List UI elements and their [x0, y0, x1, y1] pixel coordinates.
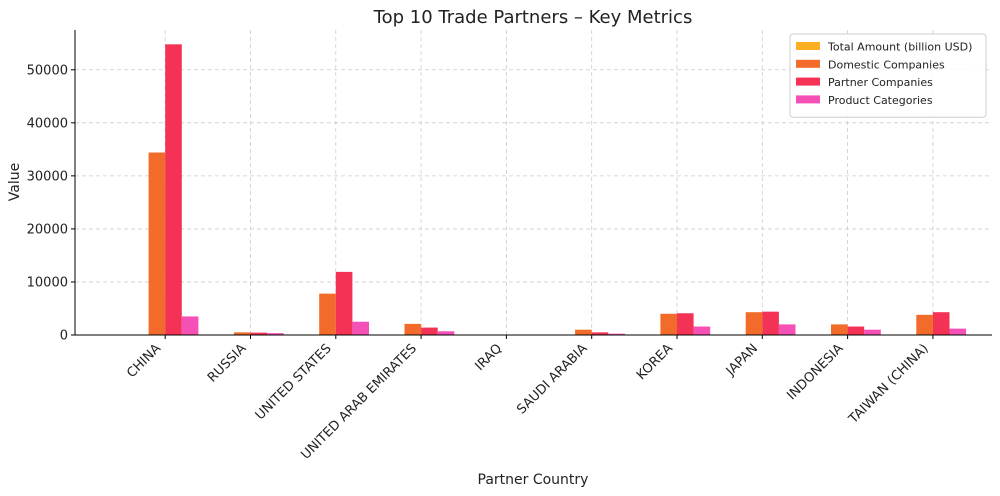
x-tick-label: CHINA: [124, 341, 164, 381]
bar: [250, 332, 268, 335]
x-tick-label: UNITED STATES: [253, 341, 335, 423]
bar: [148, 152, 166, 335]
y-tick-label: 50000: [27, 63, 68, 78]
bar: [932, 312, 950, 335]
legend-box: [789, 33, 987, 118]
y-axis-label: Value: [7, 163, 23, 201]
legend-swatch: [796, 42, 820, 50]
x-tick-label: JAPAN: [723, 341, 761, 379]
bar: [762, 311, 779, 335]
legend: Total Amount (billion USD) Domestic Compa…: [789, 33, 987, 118]
bar: [949, 328, 967, 335]
x-tick-label: IRAQ: [473, 341, 506, 374]
legend-label: Domestic Companies: [828, 58, 945, 71]
bar: [165, 44, 182, 335]
bar: [267, 333, 284, 335]
bar: [660, 313, 677, 335]
bar: [745, 312, 763, 335]
bar: [352, 321, 369, 335]
y-ticks: 0 10000 20000 30000 40000 50000: [27, 63, 75, 344]
bar: [916, 314, 933, 335]
x-axis-label: Partner Country: [478, 472, 589, 488]
legend-swatch: [796, 59, 820, 68]
bars: [132, 44, 967, 335]
legend-label: Partner Companies: [828, 76, 933, 89]
axes: [74, 30, 992, 336]
bar: [421, 327, 438, 335]
bar: [233, 332, 251, 335]
legend-swatch: [796, 95, 820, 104]
bar: [677, 313, 694, 335]
bar: [864, 329, 881, 335]
bar: [608, 333, 625, 335]
bar: [404, 323, 422, 335]
legend-swatch: [796, 77, 820, 86]
chart-title: Top 10 Trade Partners – Key Metrics: [373, 7, 693, 28]
legend-label: Product Categories: [828, 94, 933, 107]
y-tick-label: 0: [60, 329, 68, 344]
x-tick-label: SAUDI ARABIA: [514, 341, 590, 417]
bar: [778, 324, 796, 335]
y-tick-label: 40000: [27, 116, 68, 131]
bar: [693, 326, 711, 335]
bar: [437, 331, 455, 335]
x-tick-label: KOREA: [634, 341, 676, 383]
bar: [831, 324, 848, 335]
x-tick-label: TAIWAN (CHINA): [845, 341, 931, 427]
x-tick-label: RUSSIA: [205, 341, 249, 385]
bar: [335, 271, 353, 335]
x-tick-label: INDONESIA: [784, 341, 846, 403]
legend-label: Total Amount (billion USD): [827, 41, 972, 54]
y-tick-label: 10000: [27, 275, 68, 290]
bar: [591, 332, 609, 335]
y-tick-label: 30000: [27, 169, 68, 184]
y-tick-label: 20000: [27, 222, 68, 237]
bar: [319, 293, 336, 335]
bar: [847, 326, 865, 335]
bar: [575, 329, 592, 335]
bar: [181, 316, 199, 335]
